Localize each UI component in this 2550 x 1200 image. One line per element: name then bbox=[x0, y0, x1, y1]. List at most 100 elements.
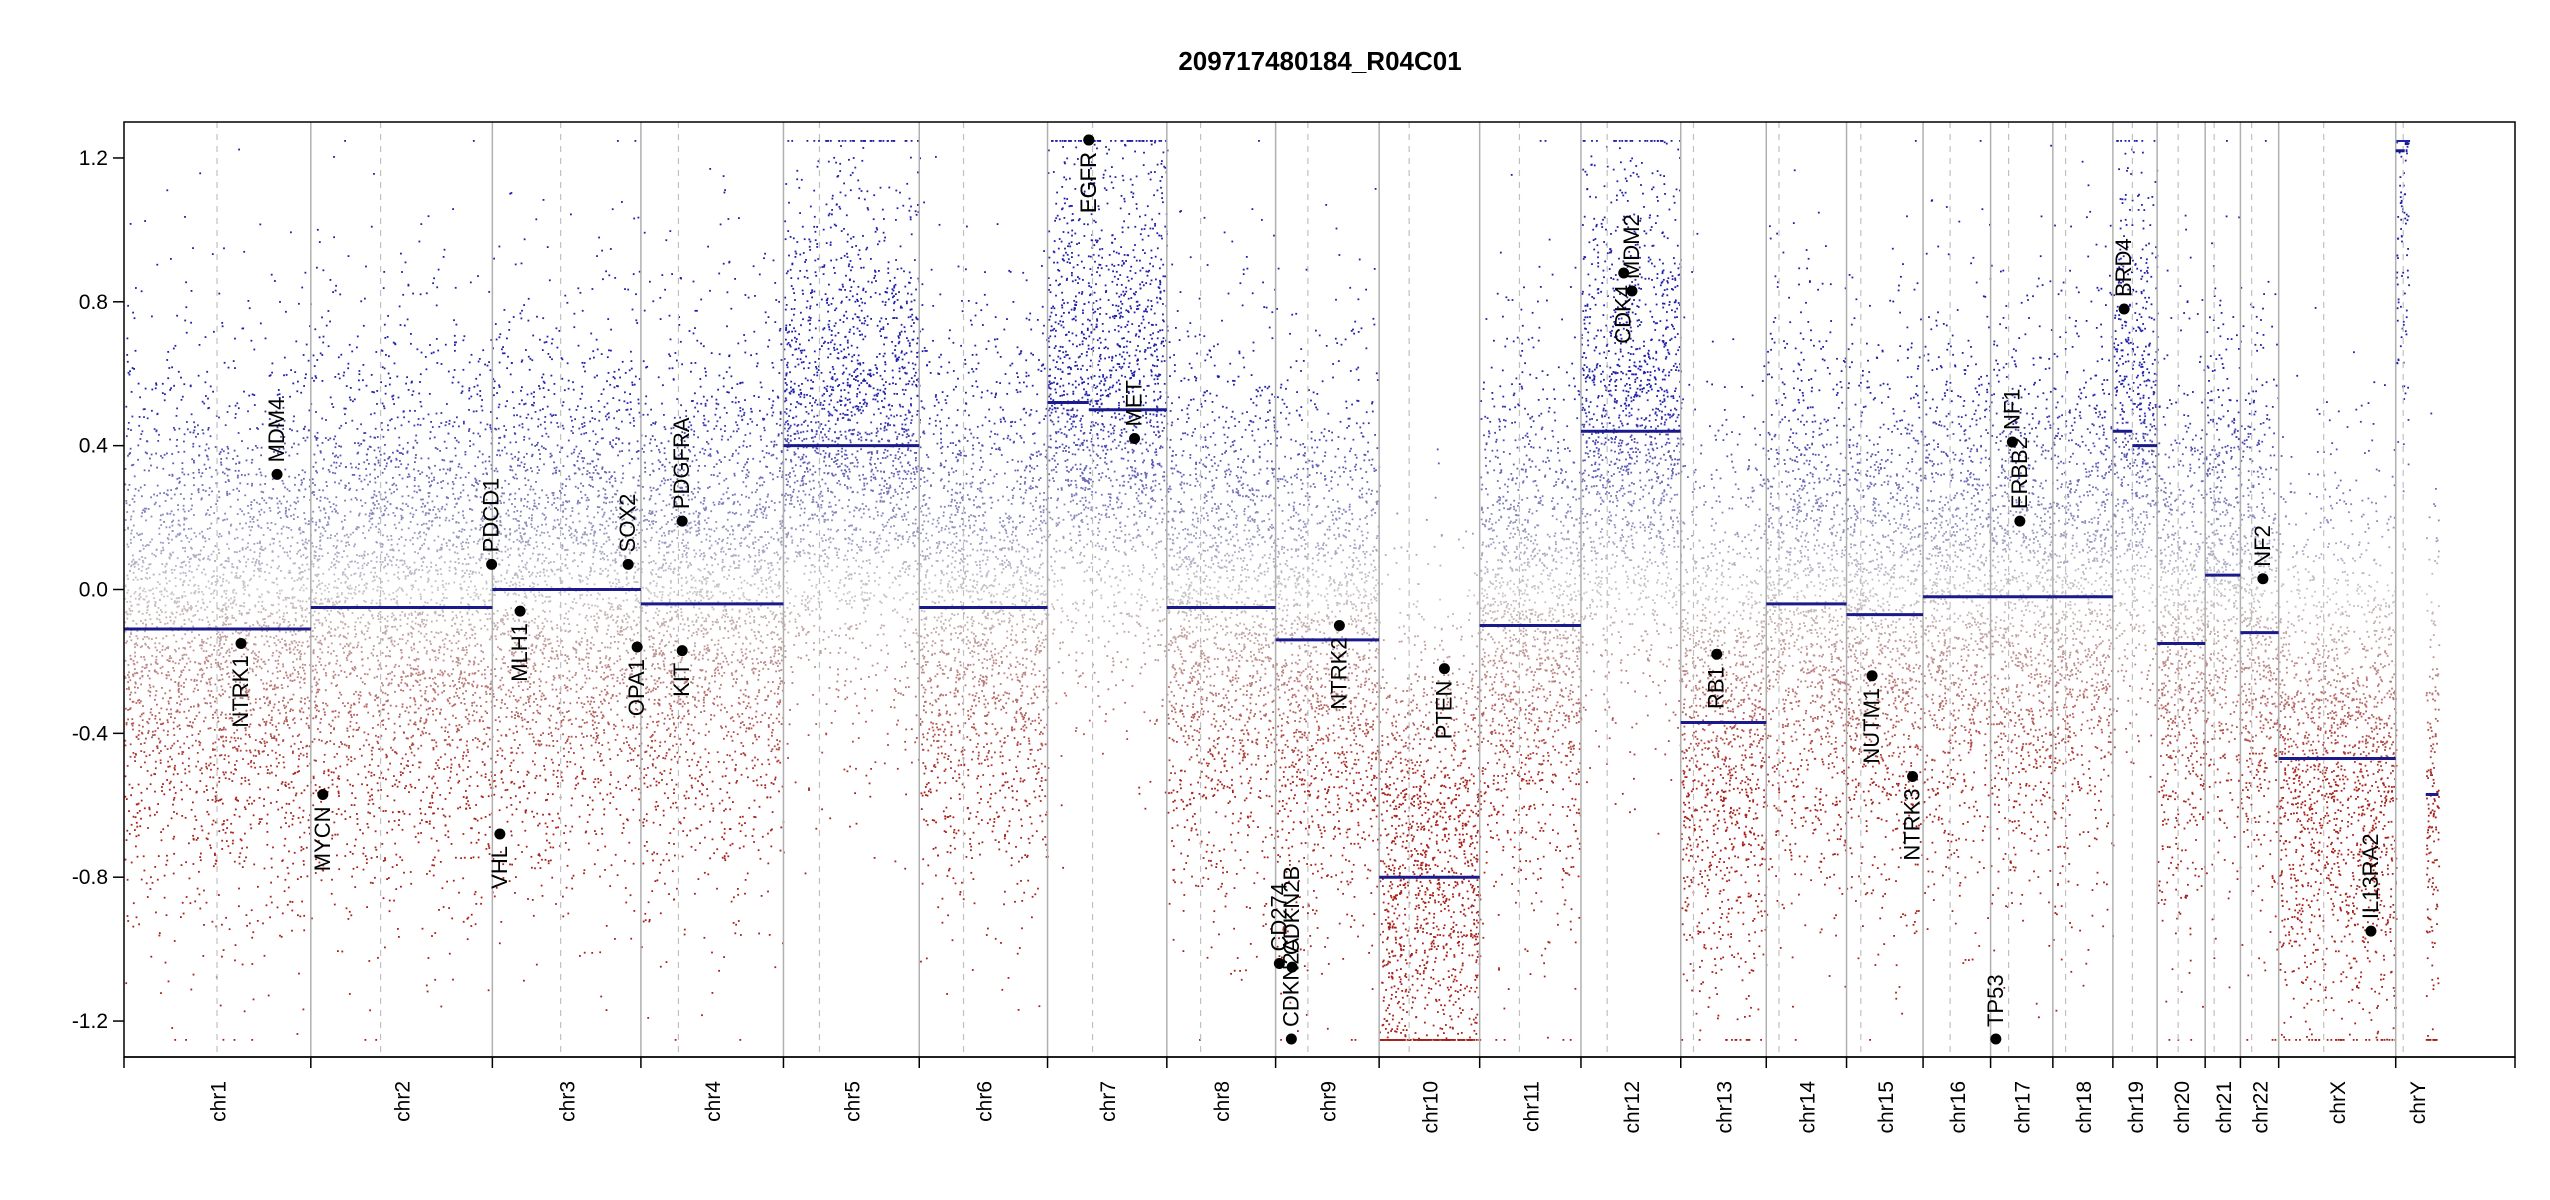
probe-point bbox=[288, 647, 291, 650]
probe-point bbox=[176, 487, 178, 490]
probe-point bbox=[434, 447, 437, 449]
probe-point bbox=[316, 656, 319, 658]
probe-point bbox=[260, 818, 263, 820]
probe-point bbox=[251, 963, 254, 965]
probe-point bbox=[431, 796, 434, 799]
probe-point bbox=[344, 140, 346, 142]
probe-point bbox=[296, 579, 299, 581]
probe-point bbox=[177, 689, 180, 692]
probe-point bbox=[225, 916, 227, 919]
probe-point bbox=[349, 642, 352, 645]
probe-point bbox=[448, 582, 450, 585]
probe-point bbox=[193, 687, 196, 690]
probe-point bbox=[433, 611, 436, 614]
probe-point bbox=[271, 581, 274, 584]
probe-point bbox=[468, 720, 471, 723]
probe-point bbox=[151, 315, 153, 318]
probe-point bbox=[428, 775, 430, 778]
probe-point bbox=[147, 827, 149, 829]
probe-point bbox=[452, 879, 455, 882]
probe-point bbox=[477, 663, 480, 666]
probe-point bbox=[183, 742, 186, 745]
probe-point bbox=[373, 774, 376, 776]
probe-point bbox=[282, 428, 285, 430]
probe-point bbox=[142, 561, 145, 564]
probe-point bbox=[305, 630, 307, 633]
probe-point bbox=[216, 632, 218, 635]
probe-point bbox=[188, 561, 191, 564]
probe-point bbox=[373, 645, 375, 647]
probe-point bbox=[247, 512, 250, 514]
probe-point bbox=[155, 655, 158, 658]
probe-point bbox=[248, 525, 251, 528]
probe-point bbox=[156, 412, 159, 415]
probe-point bbox=[231, 565, 234, 568]
probe-point bbox=[277, 659, 279, 662]
probe-point bbox=[451, 518, 454, 520]
probe-point bbox=[485, 523, 487, 526]
probe-point bbox=[382, 684, 384, 687]
probe-point bbox=[172, 593, 175, 596]
probe-point bbox=[303, 652, 306, 655]
probe-point bbox=[205, 512, 208, 515]
probe-point bbox=[134, 488, 137, 490]
probe-point bbox=[231, 647, 233, 650]
probe-point bbox=[133, 592, 136, 595]
probe-point bbox=[127, 681, 129, 683]
probe-point bbox=[286, 516, 289, 518]
probe-point bbox=[293, 630, 295, 633]
probe-point bbox=[414, 410, 416, 412]
probe-point bbox=[326, 704, 329, 707]
probe-point bbox=[245, 547, 247, 550]
probe-point bbox=[272, 688, 274, 691]
probe-point bbox=[298, 709, 301, 712]
probe-point bbox=[358, 474, 361, 477]
probe-point bbox=[259, 552, 261, 555]
probe-point bbox=[424, 698, 426, 700]
probe-point bbox=[218, 780, 221, 783]
probe-point bbox=[185, 331, 188, 334]
probe-point bbox=[256, 519, 259, 522]
probe-point bbox=[425, 633, 428, 635]
probe-point bbox=[470, 395, 473, 398]
probe-point bbox=[241, 677, 244, 680]
probe-point bbox=[137, 444, 140, 447]
probe-point bbox=[268, 375, 271, 377]
probe-point bbox=[336, 833, 339, 836]
probe-point bbox=[314, 638, 317, 641]
probe-point bbox=[270, 709, 273, 712]
probe-point bbox=[309, 636, 311, 638]
probe-point bbox=[314, 784, 317, 786]
probe-point bbox=[324, 597, 327, 600]
probe-point bbox=[176, 314, 178, 317]
probe-point bbox=[141, 666, 144, 668]
probe-point bbox=[167, 730, 169, 733]
probe-point bbox=[457, 465, 460, 468]
probe-point bbox=[474, 632, 477, 635]
probe-point bbox=[369, 812, 371, 815]
probe-point bbox=[306, 717, 308, 719]
probe-point bbox=[284, 442, 286, 445]
probe-point bbox=[162, 542, 164, 544]
probe-point bbox=[386, 500, 389, 503]
probe-point bbox=[241, 720, 243, 723]
probe-point bbox=[461, 620, 464, 622]
probe-point bbox=[351, 875, 353, 878]
probe-point bbox=[384, 444, 386, 446]
probe-point bbox=[475, 804, 477, 806]
probe-point bbox=[313, 678, 316, 681]
probe-point bbox=[225, 589, 228, 592]
probe-point bbox=[337, 373, 340, 375]
probe-point bbox=[160, 552, 163, 555]
probe-point bbox=[253, 570, 256, 572]
probe-point bbox=[439, 548, 441, 551]
probe-point bbox=[394, 690, 396, 693]
probe-point bbox=[420, 223, 423, 225]
probe-point bbox=[350, 714, 352, 716]
probe-point bbox=[161, 563, 164, 565]
probe-point bbox=[431, 777, 433, 780]
probe-point bbox=[150, 589, 152, 592]
probe-point bbox=[189, 565, 191, 568]
probe-point bbox=[154, 715, 157, 717]
probe-point bbox=[194, 718, 196, 720]
